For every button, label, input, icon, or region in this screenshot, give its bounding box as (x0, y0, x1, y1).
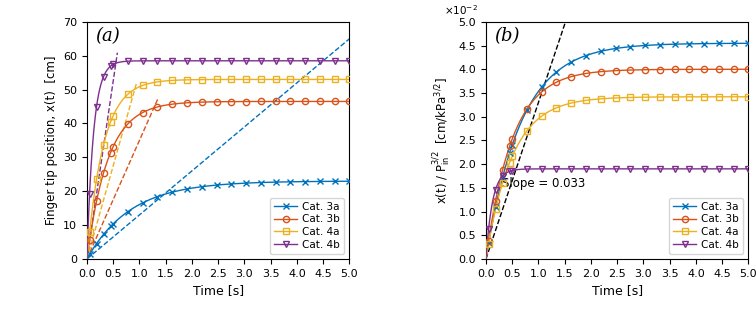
Text: (a): (a) (94, 27, 119, 45)
Legend: Cat. 3a, Cat. 3b, Cat. 4a, Cat. 4b: Cat. 3a, Cat. 3b, Cat. 4a, Cat. 4b (270, 197, 344, 254)
Legend: Cat. 3a, Cat. 3b, Cat. 4a, Cat. 4b: Cat. 3a, Cat. 3b, Cat. 4a, Cat. 4b (669, 197, 743, 254)
Text: (b): (b) (494, 27, 519, 45)
X-axis label: Time [s]: Time [s] (592, 284, 643, 297)
X-axis label: Time [s]: Time [s] (193, 284, 243, 297)
Text: Slope = 0.033: Slope = 0.033 (502, 177, 585, 190)
Text: $\times$10$^{-2}$: $\times$10$^{-2}$ (444, 3, 478, 17)
Y-axis label: Finger tip position, x(t)  [cm]: Finger tip position, x(t) [cm] (45, 56, 57, 225)
Y-axis label: x(t) / P$\mathregular{^{3/2}_{in}}$  [cm/kPa$\mathregular{^{3/2}}$]: x(t) / P$\mathregular{^{3/2}_{in}}$ [cm/… (432, 77, 453, 204)
